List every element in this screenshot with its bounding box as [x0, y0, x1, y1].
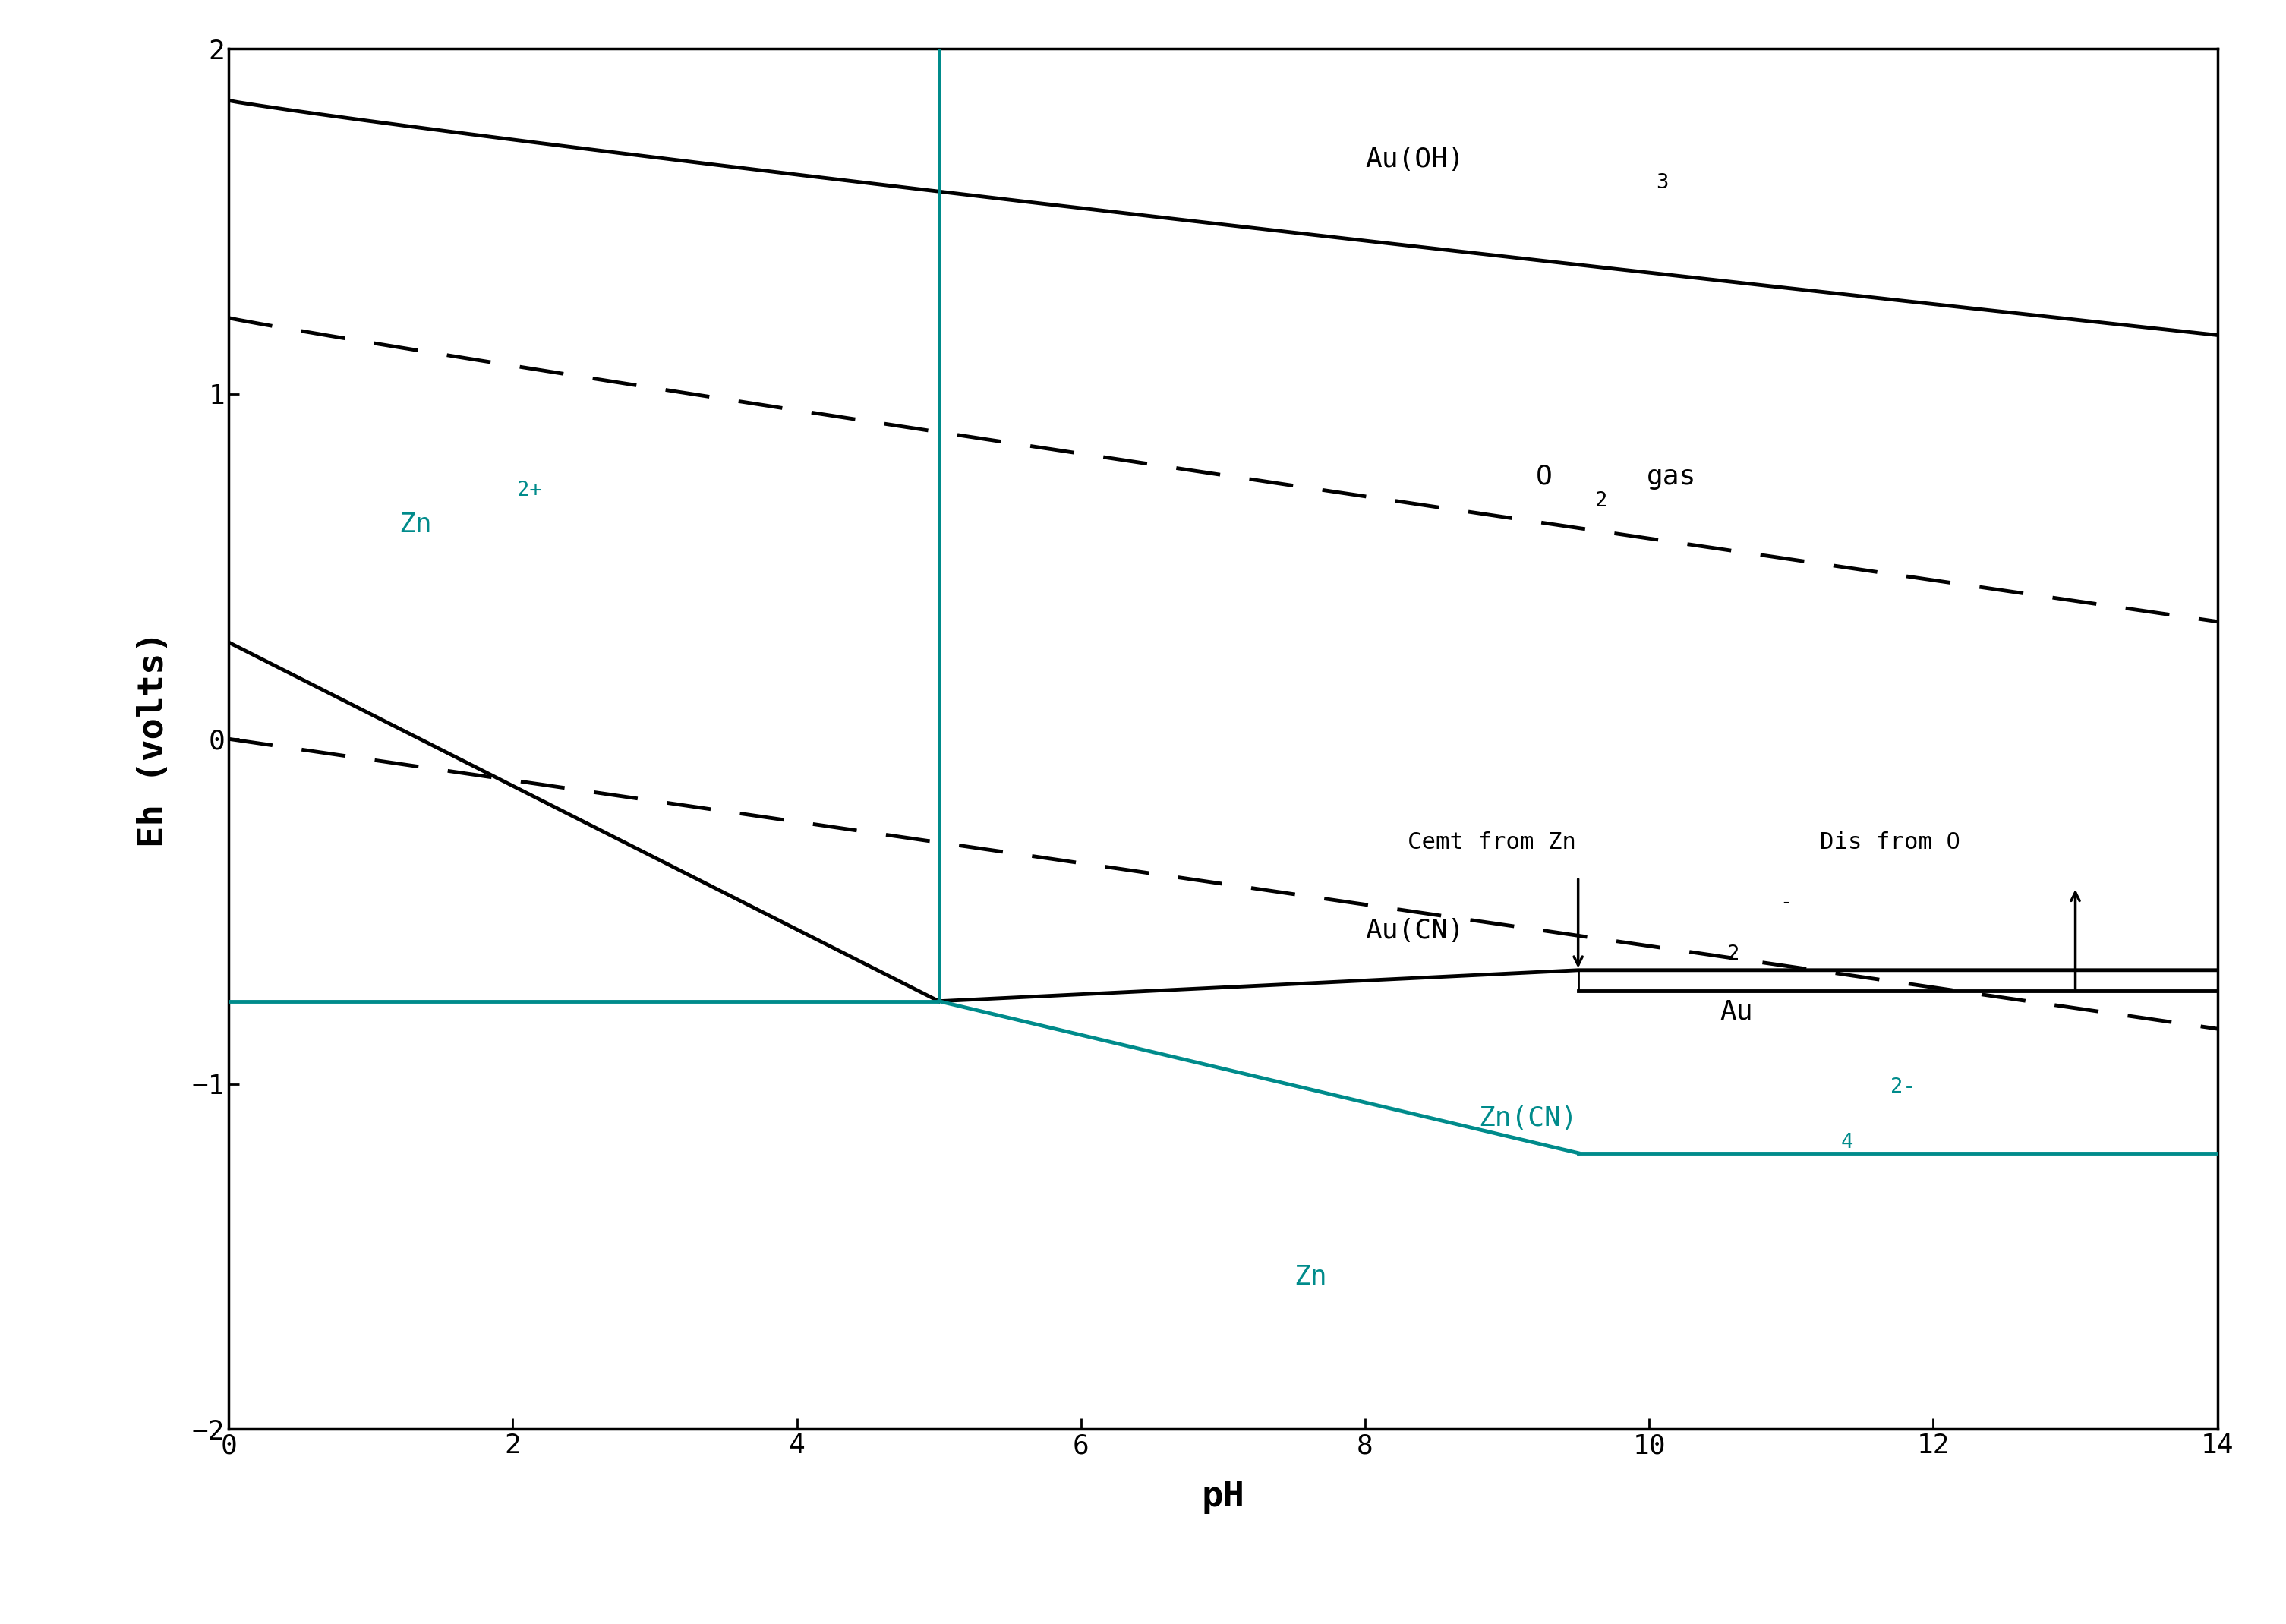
- Text: Zn(CN): Zn(CN): [1479, 1106, 1577, 1132]
- Text: 2-: 2-: [1891, 1078, 1916, 1098]
- Y-axis label: Eh (volts): Eh (volts): [137, 630, 171, 848]
- Text: Dis from O: Dis from O: [1820, 831, 1959, 854]
- Text: Au: Au: [1721, 999, 1753, 1025]
- Text: 2: 2: [1728, 945, 1740, 965]
- Text: Cemt from Zn: Cemt from Zn: [1408, 831, 1577, 854]
- Text: gas: gas: [1646, 464, 1696, 489]
- Text: 3: 3: [1657, 174, 1669, 193]
- Text: 2: 2: [1596, 490, 1607, 510]
- Text: Au(OH): Au(OH): [1365, 146, 1463, 172]
- Text: O: O: [1536, 464, 1552, 489]
- Text: 4: 4: [1840, 1134, 1854, 1153]
- Text: 2+: 2+: [517, 481, 542, 500]
- Text: Zn: Zn: [400, 512, 432, 538]
- Text: Zn: Zn: [1294, 1265, 1328, 1289]
- Text: -: -: [1781, 893, 1792, 913]
- Text: Au(CN): Au(CN): [1365, 918, 1463, 944]
- X-axis label: pH: pH: [1202, 1479, 1244, 1514]
